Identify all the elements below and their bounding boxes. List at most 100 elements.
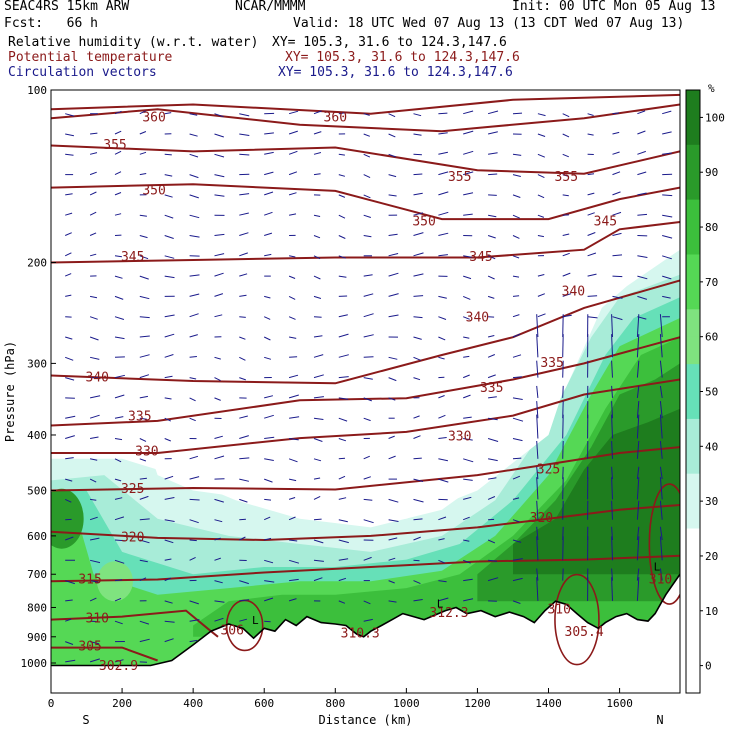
vector-arrow-592 bbox=[611, 568, 613, 581]
vector-arrow-420 bbox=[463, 110, 474, 115]
vector-arrow-509 bbox=[536, 385, 539, 398]
y-tick-label: 200 bbox=[27, 256, 47, 269]
vector-arrow-625 bbox=[662, 235, 673, 239]
vector-arrow-172 bbox=[214, 233, 225, 236]
vector-arrow-71 bbox=[114, 416, 124, 419]
vector-arrow-631 bbox=[659, 334, 663, 358]
vector-arrow-198 bbox=[239, 232, 249, 236]
vector-arrow-428 bbox=[463, 275, 472, 280]
vector-arrow-175 bbox=[214, 293, 224, 297]
vector-arrow-319 bbox=[363, 113, 370, 116]
vector-arrow-587 bbox=[611, 466, 613, 480]
colorbar-swatch bbox=[686, 281, 700, 310]
vector-arrow-27 bbox=[65, 659, 76, 663]
vector-arrow-245 bbox=[288, 130, 298, 135]
vector-arrow-411 bbox=[438, 437, 447, 439]
theta-contour-7 bbox=[51, 378, 680, 454]
vector-arrow-459 bbox=[488, 396, 497, 399]
vector-arrow-23 bbox=[65, 580, 75, 585]
vector-arrow-78 bbox=[114, 559, 125, 564]
vector-arrow-552 bbox=[587, 273, 597, 277]
vector-arrow-201 bbox=[239, 294, 247, 297]
theta-closed-305-4 bbox=[554, 573, 600, 666]
x-tick-label: 0 bbox=[48, 697, 55, 710]
vector-arrow-57 bbox=[114, 130, 122, 135]
vector-arrow-55 bbox=[89, 658, 100, 663]
vector-arrow-507 bbox=[536, 334, 539, 358]
vector-arrow-400 bbox=[438, 211, 449, 216]
vector-arrow-314 bbox=[338, 519, 348, 523]
vector-arrow-586 bbox=[611, 440, 613, 459]
vector-arrow-352 bbox=[388, 253, 399, 257]
vector-arrow-482 bbox=[512, 354, 522, 358]
vector-arrow-228 bbox=[263, 316, 271, 320]
vector-arrow-594 bbox=[637, 110, 646, 115]
vector-arrow-343 bbox=[363, 600, 371, 605]
vector-arrow-2 bbox=[65, 153, 74, 156]
vector-arrow-630 bbox=[659, 314, 663, 338]
colorbar-label: 40 bbox=[705, 440, 718, 453]
vector-arrow-596 bbox=[637, 150, 646, 155]
vector-arrow-168 bbox=[214, 153, 225, 158]
colorbar-swatch bbox=[686, 583, 700, 612]
vector-arrow-449 bbox=[488, 194, 497, 196]
vector-arrow-287 bbox=[313, 477, 321, 480]
vector-arrow-110 bbox=[139, 638, 150, 643]
vector-arrow-210 bbox=[239, 478, 250, 482]
plot-frame bbox=[50, 89, 681, 694]
theta-contour-4 bbox=[51, 221, 680, 264]
vector-arrow-87 bbox=[139, 173, 147, 176]
vector-arrow-572 bbox=[612, 171, 621, 176]
theta-label: 345 bbox=[594, 215, 617, 230]
vector-arrow-271 bbox=[313, 152, 322, 155]
x-tick-label: 400 bbox=[183, 697, 203, 710]
vector-arrow-422 bbox=[463, 150, 474, 155]
vector-arrow-288 bbox=[313, 495, 321, 500]
vector-arrow-633 bbox=[659, 385, 663, 398]
vector-arrow-603 bbox=[637, 295, 648, 300]
vector-arrow-237 bbox=[264, 498, 272, 501]
vector-arrow-504 bbox=[537, 293, 545, 297]
theta-label: 312.3 bbox=[429, 606, 468, 621]
vector-arrow-443 bbox=[463, 578, 473, 582]
model-title: SEAC4RS 15km ARW bbox=[4, 0, 130, 14]
vector-arrow-375 bbox=[413, 212, 424, 216]
colorbar-swatch bbox=[686, 665, 700, 694]
axes: 0 200 400 600 800 1000 1200 1400 1600 100 200 300 40… bbox=[3, 84, 664, 727]
theta-contour-2 bbox=[51, 144, 680, 175]
vector-arrow-159 bbox=[189, 519, 199, 524]
colorbar-swatch bbox=[686, 638, 700, 667]
vector-arrow-334 bbox=[363, 417, 371, 422]
field-vectors-name: Circulation vectors bbox=[8, 65, 157, 80]
vector-arrow-602 bbox=[637, 275, 648, 280]
theta-label: 310 bbox=[85, 612, 108, 627]
vector-arrow-339 bbox=[363, 519, 374, 524]
vector-arrow-389 bbox=[413, 498, 424, 503]
vector-arrow-588 bbox=[611, 477, 613, 500]
colorbar-label: 10 bbox=[705, 605, 718, 618]
vector-arrow-461 bbox=[487, 438, 499, 442]
vector-arrow-523 bbox=[562, 174, 569, 177]
vector-arrow-579 bbox=[612, 316, 623, 321]
vector-arrow-21 bbox=[65, 536, 74, 541]
theta-label: 345 bbox=[469, 250, 492, 265]
theta-contour-10 bbox=[51, 554, 680, 583]
vector-arrow-317 bbox=[338, 577, 347, 582]
vector-arrow-280 bbox=[313, 335, 323, 338]
vector-arrow-305 bbox=[338, 333, 349, 338]
vector-arrow-24 bbox=[65, 599, 73, 602]
vector-arrow-520 bbox=[562, 113, 570, 118]
vector-arrow-174 bbox=[214, 272, 224, 277]
colorbar-swatch bbox=[686, 391, 700, 420]
vector-arrow-147 bbox=[189, 274, 200, 277]
vector-arrow-381 bbox=[413, 336, 422, 340]
x-tick-label: 1600 bbox=[606, 697, 633, 710]
vector-arrow-493 bbox=[512, 577, 523, 582]
vector-arrow-477 bbox=[512, 255, 520, 259]
vector-arrow-385 bbox=[413, 415, 420, 419]
theta-contour-1 bbox=[51, 103, 680, 133]
vector-arrow-26 bbox=[65, 641, 74, 645]
vector-arrow-382 bbox=[413, 356, 421, 361]
vector-arrow-299 bbox=[338, 214, 346, 219]
